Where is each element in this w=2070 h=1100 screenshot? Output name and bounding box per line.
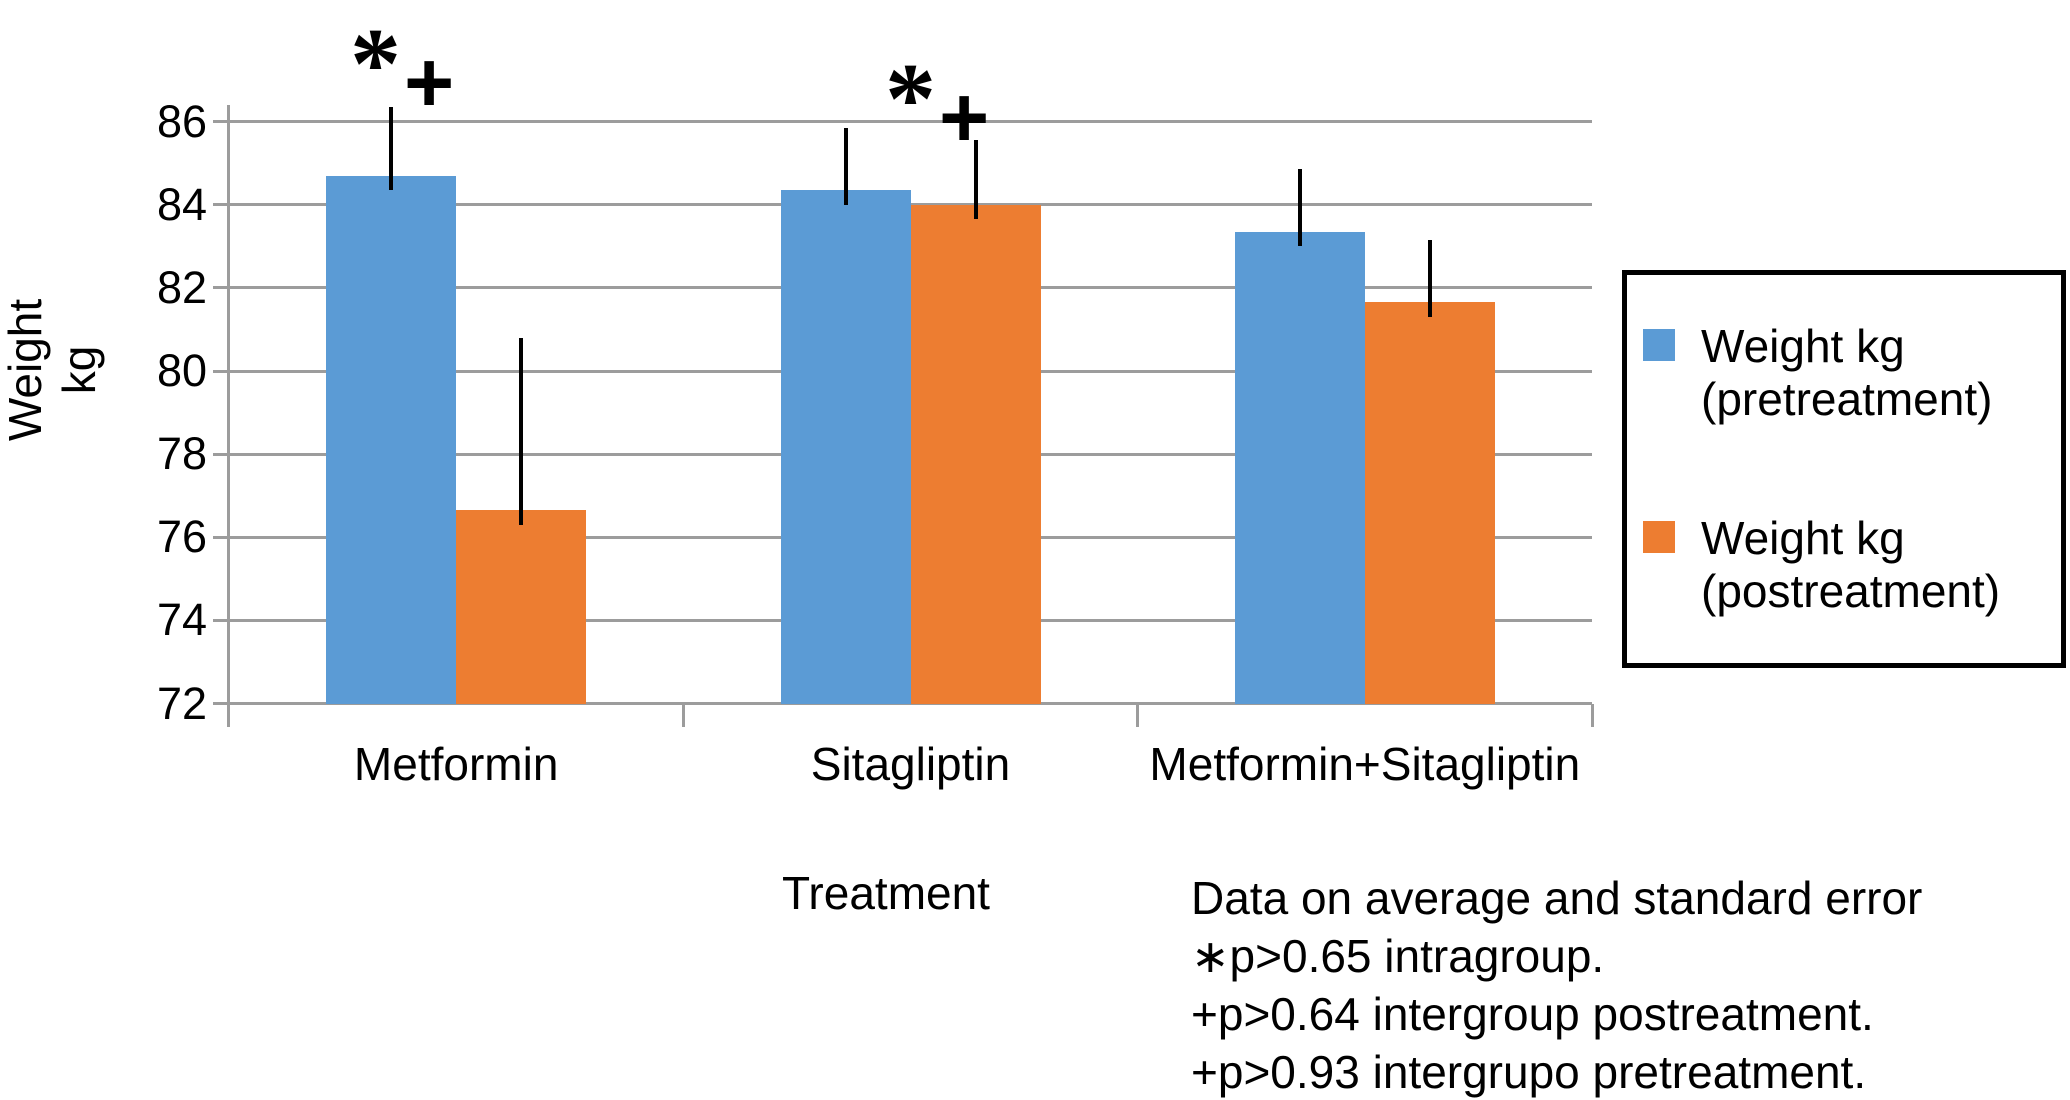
legend-label-line: Weight kg [1701, 512, 1905, 564]
bar-postreatment-metformin [456, 510, 587, 704]
y-axis-tick-label: 78 [156, 428, 207, 480]
category-label-metformin: Metformin [353, 738, 559, 790]
y-axis-tick-label: 84 [156, 178, 207, 230]
significance-annotation-sitagliptin: * + [885, 43, 990, 166]
x-axis-tick [1590, 703, 1594, 727]
y-axis-tick [213, 286, 229, 290]
category-label-sitagliptin: Sitagliptin [810, 738, 1011, 790]
y-axis-tick-label: 86 [156, 95, 207, 147]
footnote: Data on average and standard error ∗p>0.… [1191, 869, 1922, 1100]
footnote-line: +p>0.64 intergroup postreatment. [1191, 988, 1874, 1040]
legend-label-line: (pretreatment) [1701, 373, 1993, 425]
y-axis-title-line1: Weight [0, 298, 51, 442]
category-label-metformin-sitagliptin: Metformin+Sitagliptin [1149, 738, 1581, 790]
pretreatment-color-swatch [1643, 329, 1675, 361]
y-axis-tick-label: 76 [156, 511, 207, 563]
plus-icon: + [939, 70, 990, 166]
bar-pretreatment-metformin-sitagliptin [1234, 231, 1365, 704]
y-axis-tick [213, 452, 229, 456]
y-axis-line [227, 105, 230, 727]
legend: Weight kg (pretreatment) Weight kg (post… [1622, 270, 2066, 668]
footnote-line: Data on average and standard error [1191, 872, 1923, 924]
bar-postreatment-sitagliptin [910, 204, 1041, 704]
plus-icon: + [404, 35, 455, 131]
y-axis-tick [213, 203, 229, 207]
footnote-line: +p>0.93 intergrupo pretreatment. [1191, 1046, 1867, 1098]
error-bar [389, 107, 394, 191]
bar-pretreatment-sitagliptin [780, 190, 911, 704]
y-axis-tick-label: 80 [156, 345, 207, 396]
y-axis-title-line2: kg [53, 345, 105, 395]
postreatment-color-swatch [1643, 521, 1675, 553]
error-bar [973, 140, 978, 220]
legend-label-line: (postreatment) [1701, 565, 2001, 617]
y-axis-title: Weight kg [0, 299, 106, 441]
y-axis-tick [213, 535, 229, 539]
legend-item-postreatment: Weight kg (postreatment) [1643, 512, 2000, 618]
legend-item-pretreatment: Weight kg (pretreatment) [1643, 320, 1992, 426]
y-axis-tick [213, 120, 229, 124]
significance-annotation-metformin: * + [350, 8, 455, 131]
y-axis-tick-label: 74 [156, 594, 207, 646]
gridline [229, 120, 1592, 124]
asterisk-icon: * [885, 43, 936, 156]
y-axis-tick [213, 702, 229, 705]
legend-label-pretreatment: Weight kg (pretreatment) [1701, 320, 1992, 426]
y-axis-tick-label: 82 [156, 261, 207, 313]
error-bar [519, 337, 524, 525]
footnote-line: ∗p>0.65 intragroup. [1191, 930, 1605, 982]
y-axis-tick-label: 72 [156, 677, 207, 729]
x-axis-tick [1136, 703, 1140, 727]
x-axis-title: Treatment [782, 867, 990, 919]
legend-label-postreatment: Weight kg (postreatment) [1701, 512, 2000, 618]
x-axis-tick [681, 703, 685, 727]
legend-label-line: Weight kg [1701, 320, 1905, 372]
error-bar [1427, 240, 1432, 317]
gridline [229, 702, 1592, 705]
y-axis-tick [213, 618, 229, 622]
bar-postreatment-metformin-sitagliptin [1364, 302, 1495, 704]
bar-pretreatment-metformin [326, 175, 457, 704]
y-axis-tick [213, 369, 229, 373]
error-bar [843, 127, 848, 205]
asterisk-icon: * [350, 8, 401, 121]
error-bar [1297, 169, 1302, 247]
